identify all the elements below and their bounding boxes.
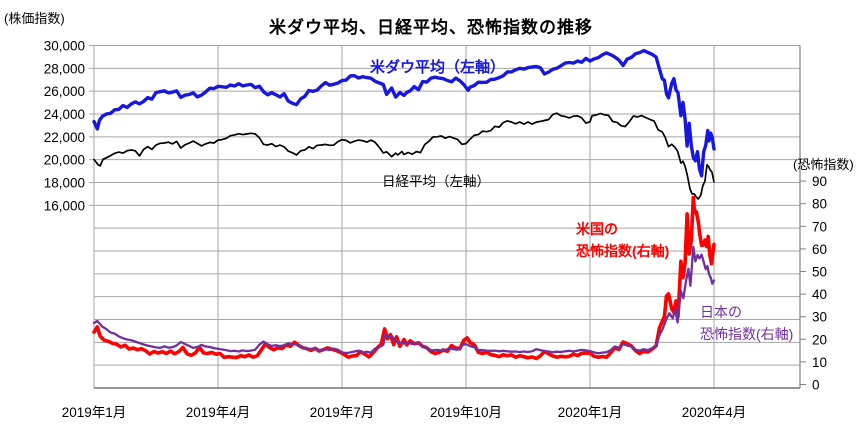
annotation-jp-vix-series: 日本の 恐怖指数(右軸) — [700, 301, 793, 345]
annotation-jp-vix-line1: 日本の — [700, 304, 742, 320]
right-axis-tick-label: 10 — [812, 355, 827, 370]
series-line-米ダウ平均 — [92, 48, 716, 178]
right-axis-tick-label: 20 — [812, 332, 827, 347]
right-axis-tick-label: 50 — [812, 265, 827, 280]
series-line-日経平均 — [93, 112, 715, 200]
annotation-us-vix-line1: 米国の — [576, 221, 618, 237]
x-axis-tick-label: 2020年1月 — [558, 405, 623, 420]
left-axis-tick-label: 22,000 — [44, 130, 85, 145]
annotation-nikkei-series: 日経平均（左軸） — [382, 174, 490, 189]
x-axis-tick-label: 2019年1月 — [62, 405, 127, 420]
series-line-日本の恐怖指数(日経VI) — [92, 245, 716, 355]
left-axis-tick-label: 20,000 — [44, 153, 85, 168]
left-axis-tick-label: 30,000 — [44, 39, 85, 54]
right-axis-unit-label: (恐怖指数) — [793, 157, 854, 172]
right-axis-tick-label: 30 — [812, 310, 827, 325]
annotation-us-vix-series: 米国の 恐怖指数(右軸) — [576, 218, 669, 262]
annotation-us-vix-line2: 恐怖指数(右軸) — [576, 243, 670, 259]
left-axis-tick-label: 28,000 — [44, 61, 85, 76]
right-axis-tick-label: 80 — [812, 197, 827, 212]
left-axis-tick-label: 26,000 — [44, 84, 85, 99]
right-axis-tick-label: 40 — [812, 287, 827, 302]
x-axis-tick-label: 2019年4月 — [186, 405, 251, 420]
left-axis-tick-label: 24,000 — [44, 107, 85, 122]
annotation-dow-series: 米ダウ平均（左軸） — [370, 59, 506, 76]
right-axis-tick-label: 60 — [812, 242, 827, 257]
left-axis-tick-label: 18,000 — [44, 176, 85, 191]
left-axis-unit-label: (株価指数) — [4, 11, 65, 26]
x-axis-tick-label: 2019年10月 — [430, 405, 502, 420]
x-axis-tick-label: 2019年7月 — [310, 405, 375, 420]
right-axis-tick-label: 0 — [812, 378, 820, 393]
left-axis-tick-label: 16,000 — [44, 198, 85, 213]
right-axis-tick-label: 90 — [812, 174, 827, 189]
chart-title: 米ダウ平均、日経平均、恐怖指数の推移 — [269, 18, 593, 37]
annotation-jp-vix-line2: 恐怖指数(右軸) — [700, 326, 794, 342]
right-axis-tick-label: 70 — [812, 219, 827, 234]
x-axis-tick-label: 2020年4月 — [682, 405, 747, 420]
